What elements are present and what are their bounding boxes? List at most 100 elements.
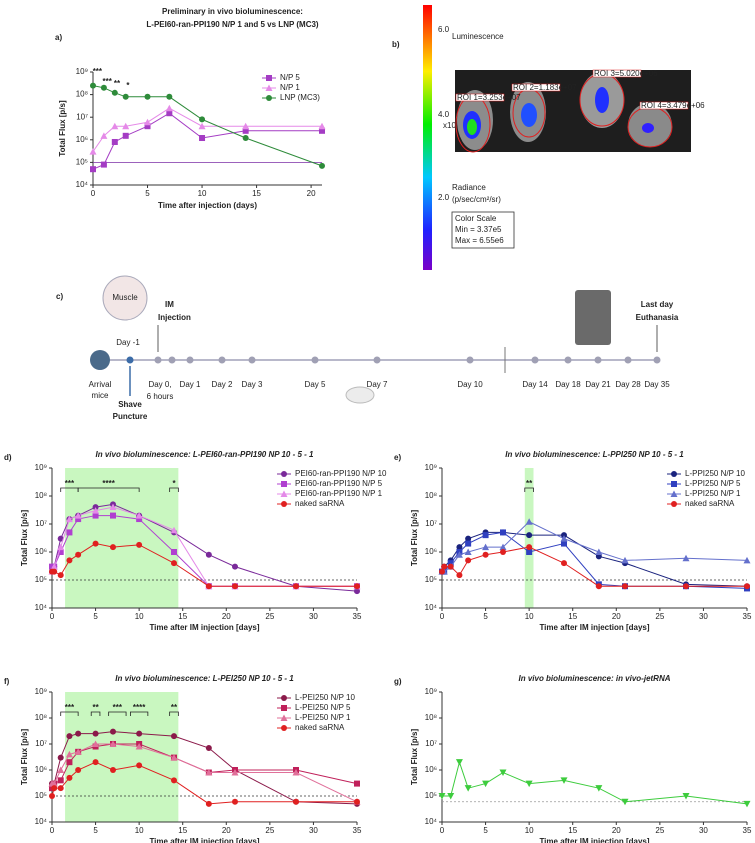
marker [670,490,678,497]
bracket [108,711,127,716]
marker [482,532,489,539]
marker [57,785,64,792]
marker [456,544,463,551]
x-tick-label: 0 [91,189,96,198]
marker [109,740,117,747]
marker [671,481,677,487]
event-label: Day 28 [615,380,641,389]
marker [671,471,677,477]
marker [92,540,99,547]
chart-subtitle: L-PEI60-ran-PPI190 N/P 1 and 5 vs LNP (M… [146,20,319,29]
marker [57,766,65,773]
annotation: * [172,479,176,488]
x-tick-label: 0 [50,826,55,835]
marker [122,122,130,130]
marker [465,557,472,564]
y-tick-label: 10⁷ [35,519,47,528]
event-label: mice [92,391,109,400]
series-line [442,521,748,573]
marker [74,512,82,519]
scale-max: Max = 6.55e6 [455,236,504,245]
annotation: *** [93,67,103,76]
scale-min: Min = 3.37e5 [455,225,502,234]
marker [281,705,287,711]
marker [561,540,567,547]
x-axis-label: Time after IM injection [days] [539,837,649,843]
marker [170,526,178,534]
marker [166,93,173,100]
marker [292,769,300,776]
scale-box [451,211,515,249]
marker [682,793,690,800]
marker [621,556,629,564]
x-tick-label: 25 [655,826,664,835]
chart-title: Preliminary in vivo bioluminescence: [162,7,303,16]
marker [465,540,472,547]
x-tick-label: 10 [135,826,144,835]
roi-box [639,101,689,110]
y-tick-label: 10⁵ [35,575,47,584]
x-tick-label: 20 [307,189,316,198]
y-tick-label: 10⁹ [76,67,88,76]
marker [171,777,177,784]
marker [92,740,100,747]
x-tick-label: 35 [743,826,752,835]
marker [231,769,239,776]
marker [205,800,212,807]
y-tick-label: 10⁶ [425,547,437,556]
marker [265,84,273,91]
marker [57,754,64,761]
marker [51,785,58,792]
annotation: **** [133,703,146,712]
event-label: Day 7 [367,380,388,389]
marker [122,93,129,100]
imager-icon [575,290,611,345]
y-tick-label: 10⁹ [35,687,47,696]
annotation: * [126,81,130,90]
y-tick-label: 10⁸ [35,491,47,500]
x-tick-label: 5 [483,612,488,621]
y-tick-label: 10⁶ [425,765,437,774]
marker [110,544,116,551]
marker [75,516,82,523]
bracket [90,711,101,716]
event-label: 6 hours [147,392,174,401]
roi-label: ROI 1=3.253e+07 [457,93,521,102]
event-label: Shave [118,400,142,409]
y-tick-label: 10⁷ [35,739,47,748]
event-label: Day 3 [242,380,263,389]
legend-label: L-PPI250 N/P 5 [685,479,741,488]
x-tick-label: 15 [252,189,261,198]
marker [144,93,151,100]
marker [74,748,82,755]
x-tick-label: 0 [440,612,445,621]
bracket [169,711,179,716]
bracket [169,487,179,492]
day-dot [218,356,226,364]
y-axis-label: Total Flux [p/s] [410,510,419,567]
marker [232,798,238,805]
marker [354,798,360,805]
event-label: Day 5 [305,380,326,389]
marker [354,588,360,595]
day-dot [168,356,176,364]
marker [75,767,82,773]
y-tick-label: 10⁷ [425,739,437,748]
x-tick-label: 5 [145,189,150,198]
marker [561,560,567,567]
legend-label: L-PEI250 N/P 5 [295,703,351,712]
marker [198,122,206,130]
marker [439,568,445,575]
legend-label: N/P 5 [280,73,300,82]
day-dot [594,356,602,364]
x-tick-label: 0 [440,826,445,835]
annotation: ** [92,703,99,712]
marker [281,725,287,731]
marker [671,501,677,507]
x-tick-label: 30 [699,612,708,621]
event-label: Day 35 [644,380,670,389]
marker [281,471,287,477]
marker [464,548,472,555]
marker [92,759,99,766]
